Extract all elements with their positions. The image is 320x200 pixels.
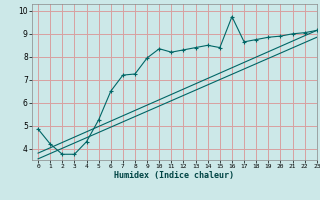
X-axis label: Humidex (Indice chaleur): Humidex (Indice chaleur)	[115, 171, 234, 180]
